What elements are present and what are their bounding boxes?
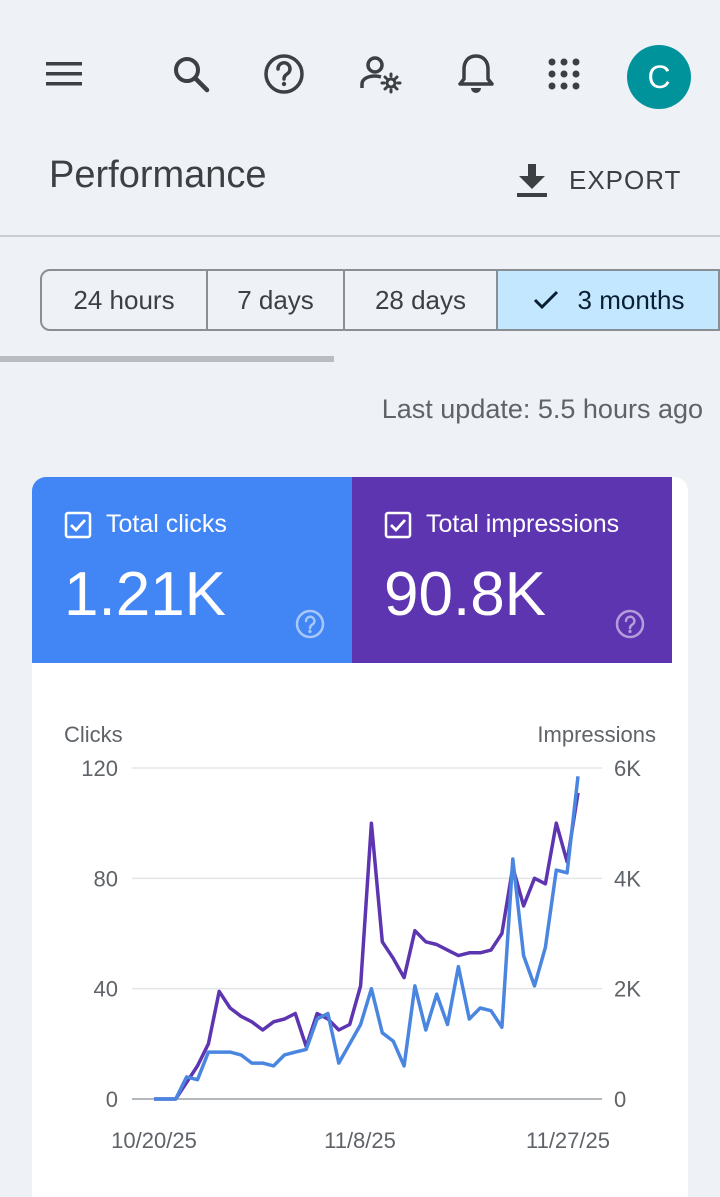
notifications-icon[interactable] xyxy=(448,46,504,102)
range-chip-24-hours[interactable]: 24 hours xyxy=(42,271,208,329)
help-icon[interactable] xyxy=(294,608,326,645)
left-tick-label: 120 xyxy=(81,756,118,781)
right-tick-label: 6K xyxy=(614,756,641,781)
performance-card: Total clicks 1.21K Total impressions 90.… xyxy=(32,477,688,1197)
last-update-text: Last update: 5.5 hours ago xyxy=(381,394,703,424)
left-tick-label: 0 xyxy=(106,1087,118,1112)
series-line-clicks xyxy=(154,776,580,1101)
range-chip-label: 7 days xyxy=(237,284,314,315)
check-icon xyxy=(532,289,560,311)
series-line-impressions xyxy=(154,792,580,1101)
range-chip-28-days[interactable]: 28 days xyxy=(345,271,498,329)
horizontal-scrollbar[interactable] xyxy=(0,356,334,362)
right-tick-label: 0 xyxy=(614,1087,626,1112)
help-icon[interactable] xyxy=(614,608,646,645)
manage-users-icon[interactable] xyxy=(352,46,408,102)
download-icon xyxy=(515,162,549,198)
page-title: Performance xyxy=(49,154,267,196)
x-tick-label: 11/8/25 xyxy=(324,1128,396,1153)
header-divider xyxy=(0,235,720,237)
left-tick-label: 80 xyxy=(94,866,118,891)
menu-icon[interactable] xyxy=(36,46,92,102)
total-impressions-label: Total impressions xyxy=(426,510,620,538)
total-clicks-label: Total clicks xyxy=(106,510,227,538)
range-chip-label: 28 days xyxy=(374,284,467,315)
range-chip-label: 3 months xyxy=(577,284,685,315)
range-chip-label: 24 hours xyxy=(73,284,175,315)
range-chip-7-days[interactable]: 7 days xyxy=(208,271,345,329)
date-range-selector: 24 hours 7 days 28 days 3 months xyxy=(40,269,720,331)
x-tick-label: 11/27/25 xyxy=(526,1128,610,1153)
left-axis-title: Clicks xyxy=(64,722,123,747)
apps-icon[interactable] xyxy=(536,46,592,102)
total-impressions-tile[interactable]: Total impressions 90.8K xyxy=(352,477,672,663)
total-clicks-tile[interactable]: Total clicks 1.21K xyxy=(32,477,352,663)
range-chip-3-months[interactable]: 3 months xyxy=(498,271,720,329)
checkbox-checked-icon[interactable] xyxy=(384,511,412,539)
right-tick-label: 4K xyxy=(614,866,641,891)
avatar-letter: C xyxy=(647,58,671,95)
left-tick-label: 40 xyxy=(94,977,118,1002)
help-icon[interactable] xyxy=(256,46,312,102)
export-button[interactable]: EXPORT xyxy=(515,158,681,202)
avatar[interactable]: C xyxy=(627,45,691,109)
top-app-bar: C xyxy=(0,10,720,130)
performance-chart: Clicks Impressions 120 6K 80 4K 40 2K 0 0 10/20/25… xyxy=(64,722,656,1153)
total-impressions-value: 90.8K xyxy=(384,560,547,629)
right-tick-label: 2K xyxy=(614,977,641,1002)
right-axis-title: Impressions xyxy=(537,722,656,747)
search-icon[interactable] xyxy=(163,46,219,102)
checkbox-checked-icon[interactable] xyxy=(64,511,92,539)
total-clicks-value: 1.21K xyxy=(64,560,227,629)
x-tick-label: 10/20/25 xyxy=(111,1128,197,1153)
export-label: EXPORT xyxy=(569,164,682,195)
